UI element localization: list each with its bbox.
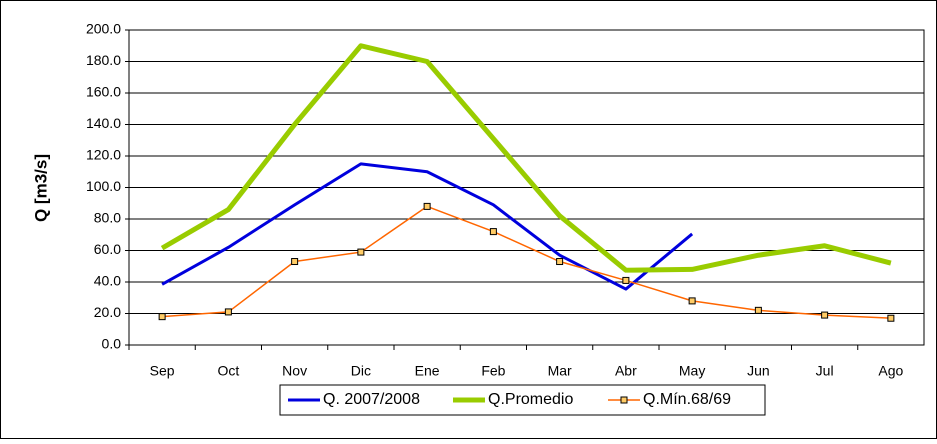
- y-tick-label: 60.0: [94, 241, 121, 257]
- x-tick-label: Nov: [282, 363, 307, 379]
- y-tick-label: 200.0: [86, 21, 121, 37]
- series-line: [161, 162, 694, 291]
- marker: [158, 313, 166, 321]
- marker: [754, 306, 762, 314]
- x-tick-label: Mar: [548, 363, 572, 379]
- y-tick-label: 180.0: [86, 52, 121, 68]
- marker: [357, 248, 365, 256]
- marker: [622, 276, 630, 284]
- x-tick-label: May: [679, 363, 705, 379]
- legend-marker: [620, 396, 628, 404]
- marker: [556, 258, 564, 266]
- y-tick-label: 100.0: [86, 178, 121, 194]
- y-tick-label: 20.0: [94, 304, 121, 320]
- series-line: [160, 43, 892, 273]
- y-tick-label: 0.0: [102, 336, 122, 352]
- x-tick-label: Dic: [351, 363, 371, 379]
- marker: [821, 311, 829, 319]
- y-tick-label: 160.0: [86, 84, 121, 100]
- y-tick-label: 40.0: [94, 273, 121, 289]
- x-tick-label: Sep: [150, 363, 175, 379]
- marker: [423, 202, 431, 210]
- x-tick-label: Ene: [415, 363, 440, 379]
- x-tick-label: Ago: [878, 363, 903, 379]
- x-tick-label: Jul: [816, 363, 834, 379]
- y-axis-label: Q [m3/s]: [31, 154, 50, 222]
- plot-border: [128, 29, 925, 346]
- marker: [688, 297, 696, 305]
- legend-label: Q.Promedio: [488, 391, 573, 408]
- x-tick-label: Oct: [217, 363, 239, 379]
- marker: [224, 308, 232, 316]
- legend-box: [279, 384, 766, 416]
- series-line: [162, 205, 891, 319]
- marker: [291, 258, 299, 266]
- y-tick-label: 140.0: [86, 115, 121, 131]
- x-tick-label: Abr: [615, 363, 637, 379]
- legend-label: Q.Mín.68/69: [643, 391, 731, 408]
- marker: [489, 228, 497, 236]
- marker: [887, 314, 895, 322]
- y-tick-label: 120.0: [86, 147, 121, 163]
- x-tick-label: Feb: [481, 363, 505, 379]
- x-tick-label: Jun: [747, 363, 770, 379]
- y-tick-label: 80.0: [94, 210, 121, 226]
- legend-label: Q. 2007/2008: [323, 391, 420, 408]
